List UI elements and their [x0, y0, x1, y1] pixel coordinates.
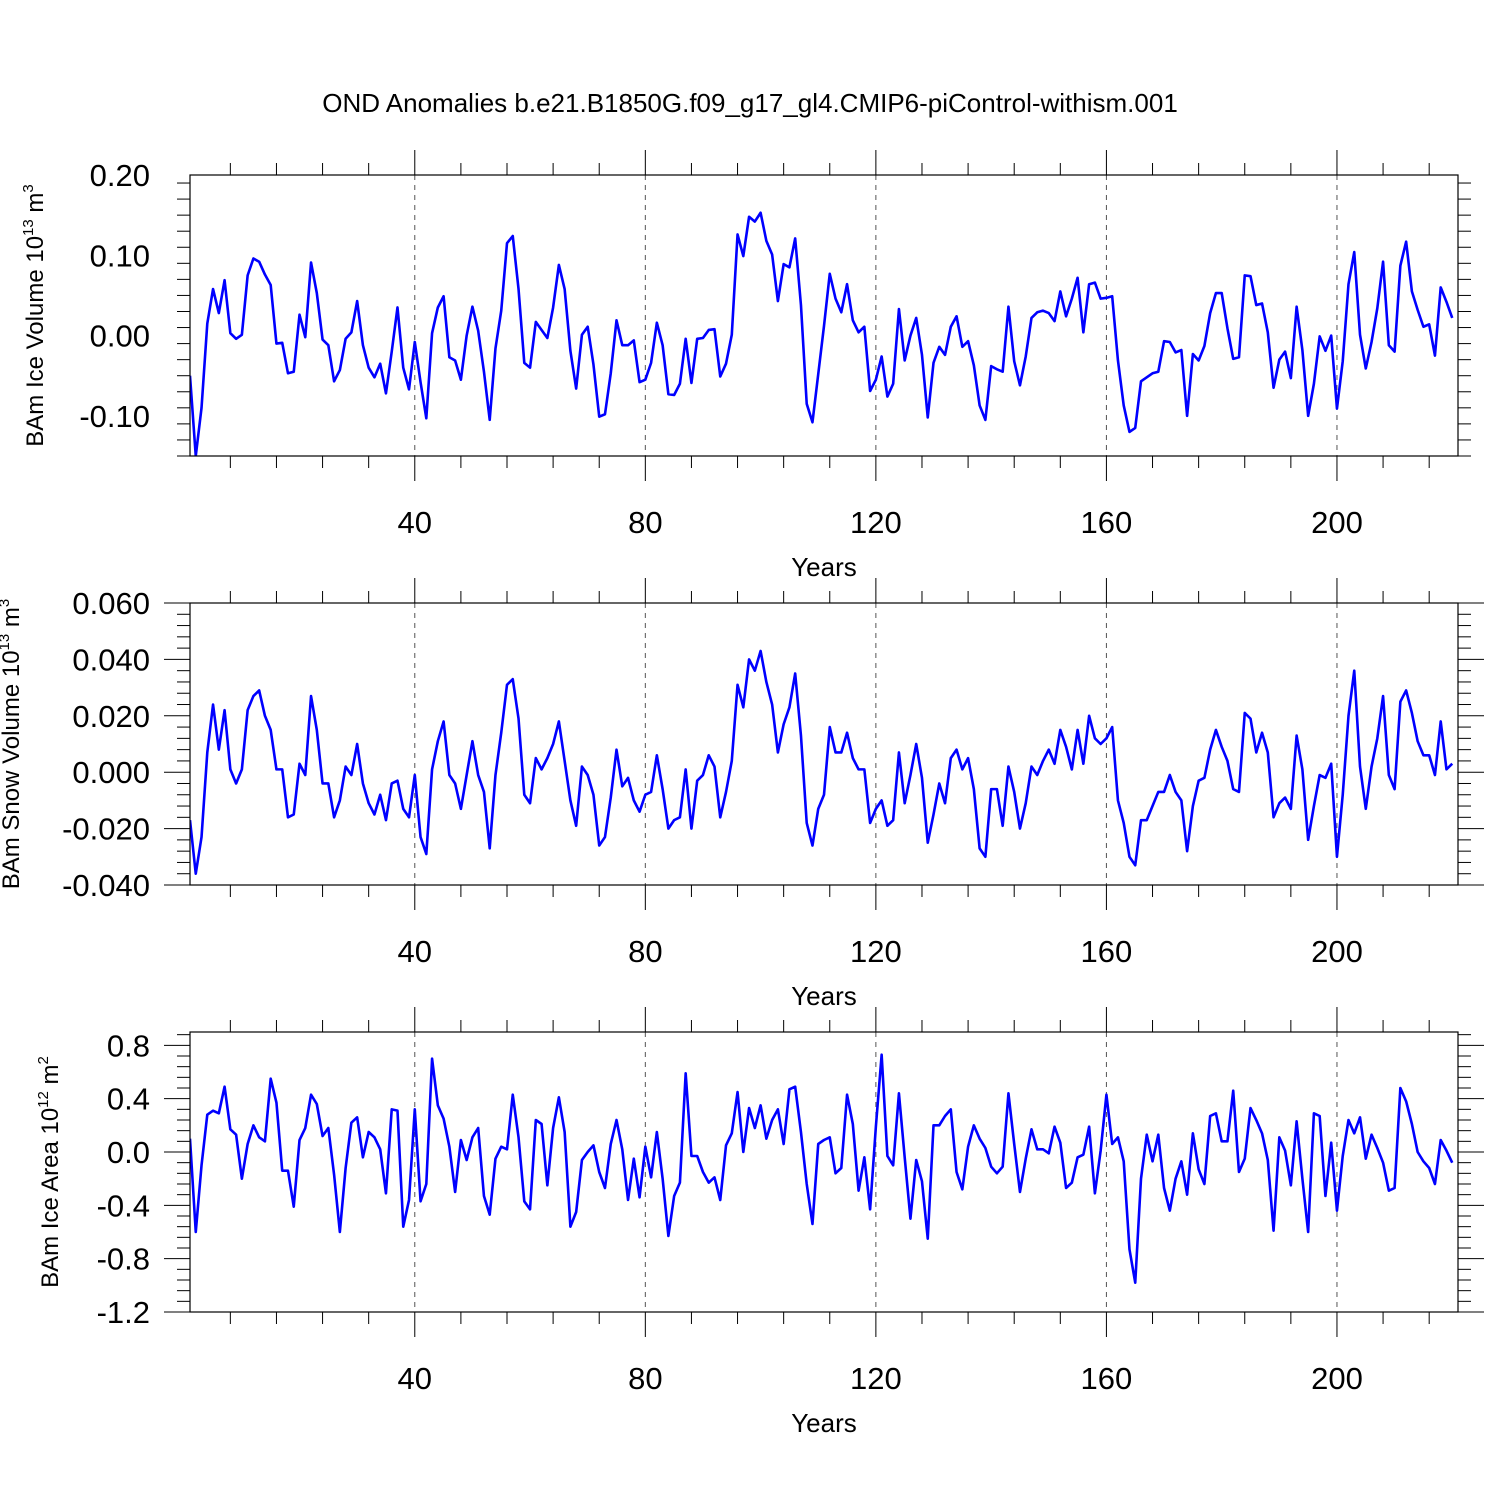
ice-volume-y-tick-label: 0.10 — [90, 238, 150, 273]
ice-volume-y-tick-label: 0.00 — [90, 319, 150, 354]
ice-area-y-tick-label: -1.2 — [97, 1295, 150, 1330]
ice-area-x-tick-label: 200 — [1311, 1361, 1363, 1396]
ice-area-x-tick-label: 120 — [850, 1361, 902, 1396]
snow-volume-y-tick-label: 0.040 — [72, 642, 150, 677]
snow-volume-plot-frame — [189, 602, 1459, 886]
snow-volume-y-axis-label: BAm Snow Volume 1013 m3 — [0, 599, 25, 890]
ice-area-y-tick-label: -0.8 — [97, 1242, 150, 1277]
ice-area-y-tick-label: 0.4 — [107, 1082, 150, 1117]
snow-volume-y-tick-label: 0.000 — [72, 755, 150, 790]
snow-volume-series-line — [190, 649, 1454, 876]
ice-area-plot-frame — [189, 1031, 1459, 1313]
snow-volume-y-tick-label: 0.060 — [72, 586, 150, 621]
panel-ice-area: 40 80 120 160 200 Years -1.2 -0.8 -0.4 0.0 0.4 0.8 B… — [35, 1007, 1484, 1438]
ice-volume-x-tick-label: 200 — [1311, 505, 1363, 540]
snow-volume-x-tick-label: 120 — [850, 934, 902, 969]
ice-volume-x-tick-label: 80 — [628, 505, 662, 540]
ice-volume-y-tick-label: 0.20 — [90, 158, 150, 193]
snow-volume-x-tick-label: 80 — [628, 934, 662, 969]
ice-volume-y-tick-label: -0.10 — [79, 399, 150, 434]
ice-area-series-line — [190, 1053, 1454, 1284]
ice-area-y-tick-label: -0.4 — [97, 1188, 150, 1223]
ice-area-x-tick-label: 40 — [398, 1361, 432, 1396]
snow-volume-x-tick-label: 160 — [1081, 934, 1133, 969]
panel-snow-volume: 40 80 120 160 200 Years -0.040 -0.020 0.000 0.020… — [0, 578, 1484, 1011]
snow-volume-x-tick-label: 200 — [1311, 934, 1363, 969]
snow-volume-x-tick-label: 40 — [398, 934, 432, 969]
snow-volume-x-axis-label: Years — [791, 981, 857, 1011]
ice-volume-x-tick-label: 160 — [1081, 505, 1133, 540]
ice-area-y-tick-label: 0.8 — [107, 1028, 150, 1063]
snow-volume-y-tick-label: 0.020 — [72, 699, 150, 734]
chart-title: OND Anomalies b.e21.B1850G.f09_g17_gl4.C… — [322, 88, 1178, 118]
ice-volume-x-tick-label: 40 — [398, 505, 432, 540]
ice-area-x-tick-label: 80 — [628, 1361, 662, 1396]
ice-volume-x-tick-label: 120 — [850, 505, 902, 540]
ice-volume-x-axis-label: Years — [791, 552, 857, 582]
ice-volume-plot-frame — [189, 174, 1459, 457]
ice-area-y-axis-label: BAm Ice Area 1012 m2 — [35, 1056, 64, 1288]
snow-volume-y-tick-label: -0.020 — [62, 812, 150, 847]
panel-ice-volume: 40 80 120 160 200 Years -0.10 0.00 0.10 0.20 BAm I… — [20, 150, 1471, 582]
ice-area-x-tick-label: 160 — [1081, 1361, 1133, 1396]
ice-area-x-axis-label: Years — [791, 1408, 857, 1438]
snow-volume-y-tick-label: -0.040 — [62, 868, 150, 903]
ice-volume-series-line — [190, 211, 1454, 456]
ice-area-y-tick-label: 0.0 — [107, 1135, 150, 1170]
ice-volume-y-axis-label: BAm Ice Volume 1013 m3 — [20, 184, 49, 446]
